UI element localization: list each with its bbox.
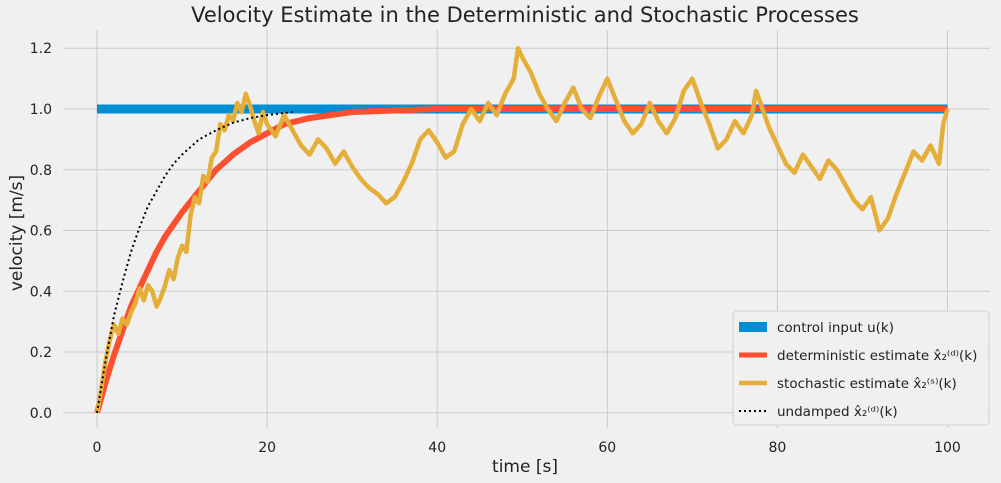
y-tick-label: 1.0 — [30, 102, 52, 118]
x-tick-labels: 0 20 40 60 80 100 — [93, 440, 961, 456]
x-axis-label: time [s] — [492, 457, 558, 477]
x-tick-label: 80 — [768, 440, 786, 456]
chart-title: Velocity Estimate in the Deterministic a… — [191, 3, 859, 27]
y-tick-labels: 0.0 0.2 0.4 0.6 0.8 1.0 1.2 — [30, 41, 52, 422]
y-tick-label: 1.2 — [30, 41, 52, 57]
y-tick-label: 0.2 — [30, 345, 52, 361]
legend: control input u(k) deterministic estimate… — [732, 310, 990, 426]
legend-swatch — [739, 322, 767, 332]
x-tick-label: 20 — [258, 440, 276, 456]
x-tick-label: 100 — [934, 440, 961, 456]
series-line-stochastic — [94, 45, 950, 414]
series-line-undamped — [96, 111, 293, 413]
y-axis-label: velocity [m/s] — [7, 175, 27, 291]
y-tick-label: 0.0 — [30, 406, 52, 422]
series-layer — [94, 45, 950, 414]
legend-entry: deterministic estimate x̂₂⁽ᵈ⁾(k) — [777, 348, 977, 364]
legend-entry: undamped x̂₂⁽ᵈ⁾(k) — [777, 404, 898, 420]
y-tick-label: 0.8 — [30, 163, 52, 179]
y-tick-label: 0.4 — [30, 284, 52, 300]
x-tick-label: 40 — [428, 440, 446, 456]
y-tick-label: 0.6 — [30, 224, 52, 240]
legend-box — [732, 310, 990, 426]
legend-entry: stochastic estimate x̂₂⁽ˢ⁾(k) — [777, 376, 957, 392]
x-tick-label: 0 — [93, 440, 102, 456]
legend-entry: control input u(k) — [777, 320, 894, 336]
x-tick-label: 60 — [598, 440, 616, 456]
